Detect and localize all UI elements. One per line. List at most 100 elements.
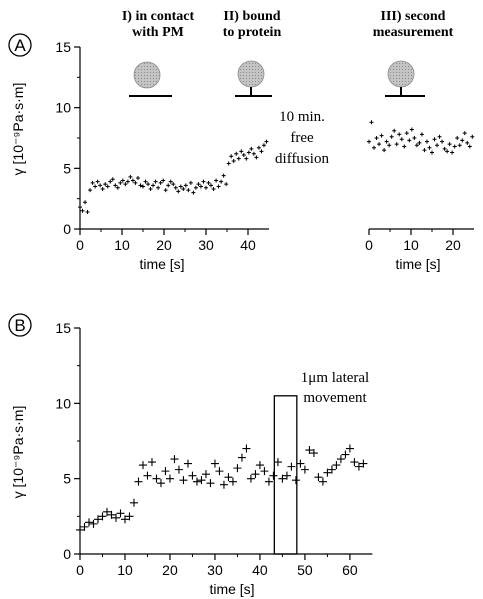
panel-b-point-3: [89, 519, 98, 528]
panel-b-point-48: [291, 476, 300, 485]
stage-2-label-line-2: to protein: [223, 25, 282, 40]
panel-a1-point-68: [249, 146, 254, 151]
panel-b-point-31: [215, 467, 224, 476]
panel-b-point-37: [242, 444, 251, 453]
panel-a-ylabel: γ [10⁻⁹Pa·s·m]: [10, 83, 26, 176]
panel-b-point-53: [314, 473, 323, 482]
panel-a1-point-7: [95, 179, 100, 184]
panel-b-point-50: [300, 465, 309, 474]
panel-b-point-59: [341, 450, 350, 459]
panel-a2-point-4: [377, 142, 382, 147]
panel-b-point-11: [125, 512, 134, 521]
panel-b-point-16: [147, 458, 156, 467]
panel-b-point-1: [80, 522, 89, 531]
panel-a2-point-20: [417, 140, 422, 145]
panel-a-xlabel-2: time [s]: [395, 256, 440, 272]
panel-a2-point-35: [455, 136, 460, 140]
panel-b-badge: [8, 313, 32, 337]
panel-b-point-2: [84, 518, 93, 527]
panel-b-point-40: [255, 461, 264, 470]
panel-b-point-43: [269, 471, 278, 480]
panel-b-point-14: [138, 461, 147, 470]
panel-a1-point-23: [135, 176, 140, 181]
stage-1-label-line-1: I) in contact: [122, 9, 195, 24]
panel-b-point-8: [111, 513, 120, 522]
panel-a1-point-52: [209, 183, 214, 188]
panel-b-point-57: [332, 461, 341, 470]
panel-a2-x-tick-label-0: 0: [365, 237, 373, 253]
panel-a1-point-21: [130, 178, 135, 183]
panel-b-point-22: [174, 465, 183, 474]
panel-b-point-7: [107, 510, 116, 519]
panel-a1-point-34: [163, 188, 168, 193]
panel-a2-point-34: [452, 144, 457, 149]
panel-b-y-tick-label-1: 5: [63, 471, 71, 487]
panel-a1-x-tick-label-2: 20: [156, 237, 172, 253]
panel-b-point-25: [188, 471, 197, 480]
panel-a-axes-2: 0 10 20: [365, 120, 475, 253]
panel-b-y-tick-label-3: 15: [55, 320, 71, 336]
panel-a1-point-50: [204, 185, 208, 190]
sphere-bound-icon: [235, 60, 272, 97]
panel-b-point-9: [116, 509, 125, 518]
stage-2-label-line-1: II) bound: [223, 9, 280, 24]
panel-a1-x-tick-label-0: 0: [76, 237, 84, 253]
panel-b-x-tick-label-0: 0: [76, 562, 84, 578]
panel-a1-point-33: [161, 178, 166, 183]
panel-a1-x-tick-label-4: 40: [240, 237, 256, 253]
panel-a2-point-37: [460, 138, 465, 143]
panel-a1-point-64: [239, 149, 244, 154]
panel-b-point-18: [156, 479, 165, 488]
panel-a1-point-60: [229, 154, 234, 159]
panel-a1-y-tick-label-0: 0: [63, 221, 71, 237]
panel-a2-point-9: [389, 134, 394, 139]
panel-a1-point-15: [115, 185, 120, 190]
panel-a2-point-32: [447, 142, 452, 147]
panel-b-point-47: [287, 462, 296, 471]
panel-a2-point-15: [404, 131, 409, 136]
panel-a1-point-61: [231, 159, 236, 164]
panel-a-axes-1: 0 10 20 30 40 0 5 10 15: [55, 39, 269, 253]
panel-b-point-10: [120, 515, 129, 524]
panel-a1-point-0: [78, 205, 82, 210]
panel-a1-y-tick-label-3: 15: [55, 39, 71, 55]
panel-a1-point-51: [206, 180, 211, 185]
panel-a2-point-27: [435, 143, 440, 148]
panel-a2-point-2: [372, 145, 377, 150]
panel-a1-point-66: [244, 156, 249, 161]
panel-b-point-63: [359, 459, 368, 468]
panel-a1-point-59: [226, 161, 231, 166]
panel-b-point-32: [219, 480, 228, 489]
panel-b-point-33: [224, 473, 233, 482]
panel-a2-point-18: [412, 136, 417, 140]
panel-a1-point-67: [246, 150, 251, 155]
panel-b: B γ [10⁻⁹Pa·s·m] 1μm lateral movement 0 1…: [8, 313, 373, 597]
sphere-second-icon: [385, 60, 425, 97]
panel-a1-point-54: [214, 178, 219, 183]
panel-a1-y-tick-label-1: 5: [63, 160, 71, 176]
panel-a1-point-31: [156, 185, 161, 190]
panel-a1-point-72: [259, 149, 264, 154]
stage-1-label-line-2: with PM: [132, 25, 184, 40]
panel-b-point-62: [354, 462, 363, 471]
panel-a1-point-20: [128, 174, 133, 179]
lateral-movement-box: [273, 395, 298, 555]
panel-a1-point-49: [201, 179, 206, 184]
panel-a1-point-27: [146, 182, 151, 187]
panel-a2-point-40: [467, 144, 472, 149]
panel-a1-point-45: [191, 190, 196, 195]
panel-a1-point-70: [254, 155, 259, 160]
panel-a1-point-2: [83, 200, 88, 205]
panel-a1-point-30: [153, 179, 158, 184]
panel-b-point-15: [143, 471, 152, 480]
panel-b-point-13: [134, 477, 143, 486]
panel-a1-point-16: [118, 180, 123, 185]
panel-b-point-55: [323, 468, 332, 477]
panel-b-point-52: [309, 449, 318, 458]
panel-a2-point-3: [374, 136, 379, 140]
panel-b-point-36: [237, 453, 246, 462]
panel-a2-point-24: [427, 145, 432, 150]
panel-b-point-34: [228, 477, 237, 486]
panel-b-point-17: [152, 474, 161, 483]
panel-a1-point-55: [216, 184, 221, 189]
